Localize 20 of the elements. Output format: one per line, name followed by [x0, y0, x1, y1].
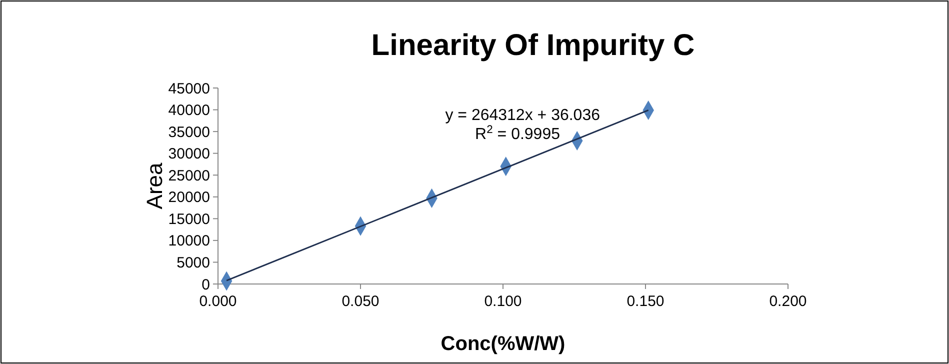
- annotation: R$^{2}$ = 0.9995: [475, 124, 560, 143]
- y-tick-label: 45000: [168, 80, 210, 98]
- y-tick-label: 35000: [168, 124, 210, 141]
- y-axis-title: Area: [142, 162, 167, 210]
- y-tick-label: 10000: [168, 232, 210, 250]
- chart-title: Linearity Of Impurity C: [371, 29, 695, 62]
- x-tick-label: 0.100: [484, 293, 522, 310]
- y-tick-label: 15000: [168, 210, 210, 228]
- y-tick-label: 30000: [168, 146, 210, 163]
- y-tick-label: 40000: [168, 102, 210, 120]
- y-tick-label: 25000: [168, 167, 210, 184]
- x-axis-title: Conc(%W/W): [440, 333, 566, 355]
- x-tick-label: 0.200: [769, 293, 807, 310]
- annotation: y = 264312x + 36.036: [445, 107, 600, 124]
- x-tick-label: 0.000: [199, 293, 237, 310]
- y-tick-label: 0: [202, 276, 210, 294]
- x-tick-label: 0.150: [626, 293, 664, 310]
- y-tick-label: 20000: [168, 189, 210, 206]
- x-tick-label: 0.050: [342, 293, 380, 310]
- y-tick-label: 5000: [176, 254, 210, 272]
